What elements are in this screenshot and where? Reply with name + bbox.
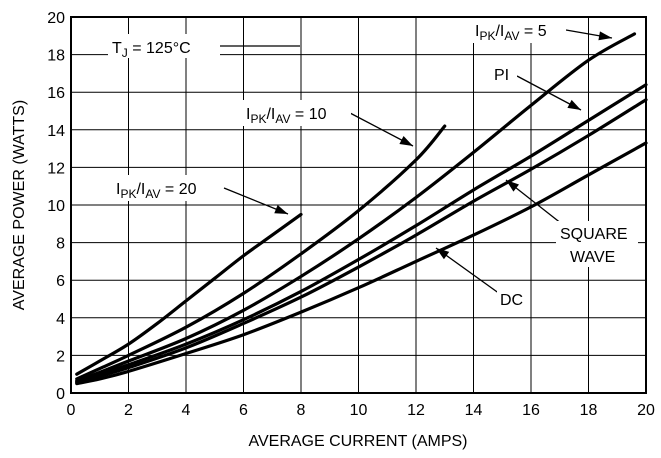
y-tick-label-10: 10 bbox=[47, 198, 65, 215]
square-label-line1: SQUARE bbox=[560, 226, 628, 243]
ratio20-label: IPK/IAV = 20 bbox=[116, 181, 197, 201]
tick-labels: 0 2 4 6 8 10 12 14 16 18 20 0 2 4 6 8 10 12 14 16 18 20 bbox=[47, 10, 655, 419]
y-tick-label-16: 16 bbox=[47, 85, 65, 102]
ratio5-label: IPK/IAV = 5 bbox=[475, 23, 547, 43]
x-tick-label-4: 4 bbox=[182, 402, 191, 419]
ratio10-label-bg bbox=[243, 100, 351, 126]
x-tick-label-12: 12 bbox=[407, 402, 425, 419]
arrowhead-ratio5 bbox=[598, 31, 612, 41]
series-line-pi bbox=[75, 83, 648, 384]
plot-frame bbox=[70, 16, 647, 394]
series-line-square bbox=[75, 98, 648, 385]
leader-line-dc bbox=[435, 247, 501, 295]
x-tick-label-14: 14 bbox=[465, 402, 483, 419]
series-line-dc bbox=[75, 141, 648, 386]
ratio20-label-bg bbox=[113, 175, 221, 201]
x-tick-label-6: 6 bbox=[239, 402, 248, 419]
annotation-labels: TJ = 125°C IPK/IAV = 20 IPK/IAV = 10 IPK… bbox=[108, 17, 638, 310]
y-tick-label-20: 20 bbox=[47, 10, 65, 27]
dc-label: DC bbox=[500, 292, 523, 309]
annotation-leaders bbox=[220, 29, 613, 295]
x-tick-label-16: 16 bbox=[522, 402, 540, 419]
arrowhead-dc bbox=[436, 248, 450, 260]
x-tick-label-2: 2 bbox=[124, 402, 133, 419]
tj-label-bg bbox=[108, 34, 220, 58]
arrowhead-square bbox=[506, 180, 520, 192]
y-tick-label-18: 18 bbox=[47, 48, 65, 65]
ratio10-label: IPK/IAV = 10 bbox=[246, 106, 327, 126]
y-tick-label-2: 2 bbox=[56, 348, 65, 365]
y-tick-label-0: 0 bbox=[56, 386, 65, 403]
pi-label-bg bbox=[491, 63, 517, 85]
y-axis-label: AVERAGE POWER (WATTS) bbox=[11, 100, 28, 310]
x-tick-label-20: 20 bbox=[637, 402, 655, 419]
y-tick-label-6: 6 bbox=[56, 273, 65, 290]
grid-lines bbox=[71, 17, 646, 393]
x-tick-label-8: 8 bbox=[297, 402, 306, 419]
tj-annotation: TJ = 125°C bbox=[112, 40, 191, 60]
square-label-line2: WAVE bbox=[570, 249, 615, 266]
y-tick-label-4: 4 bbox=[56, 311, 65, 328]
arrowhead-ratio10 bbox=[399, 135, 413, 146]
ratio5-label-bg bbox=[472, 17, 566, 43]
series-line-ratio20 bbox=[75, 212, 303, 376]
arrowhead-pi bbox=[567, 99, 581, 110]
x-tick-label-18: 18 bbox=[580, 402, 598, 419]
y-tick-label-8: 8 bbox=[56, 236, 65, 253]
arrowhead-ratio20 bbox=[274, 204, 288, 214]
pi-label: PI bbox=[494, 67, 509, 84]
series-line-ratio10 bbox=[75, 124, 447, 381]
dc-label-bg bbox=[497, 288, 527, 310]
series-line-ratio5 bbox=[75, 32, 637, 383]
y-tick-label-14: 14 bbox=[47, 123, 65, 140]
square-label-bg bbox=[556, 221, 638, 267]
x-axis-label: AVERAGE CURRENT (AMPS) bbox=[249, 433, 468, 450]
x-tick-label-10: 10 bbox=[350, 402, 368, 419]
series-curves bbox=[75, 32, 648, 386]
x-tick-label-0: 0 bbox=[67, 402, 76, 419]
y-tick-label-12: 12 bbox=[47, 160, 65, 177]
